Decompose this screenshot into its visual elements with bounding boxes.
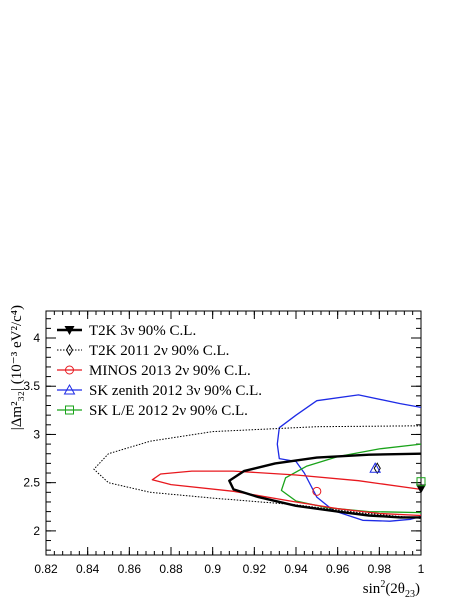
x-tick-label: 0.9 (204, 562, 221, 576)
best-fit-marker (65, 365, 74, 375)
x-tick-label: 0.96 (326, 562, 350, 576)
legend-entry: T2K 3ν 90% C.L. (89, 323, 196, 339)
x-tick-label: 0.98 (368, 562, 392, 576)
x-tick-label: 0.82 (34, 562, 58, 576)
best-fit-marker (369, 462, 382, 473)
plot-frame (45, 310, 422, 556)
axis-ticks: 0.82 0.84 0.86 0.88 0.9 0.92 0.94 0.96 0.98 1 2 2.5… (23, 311, 425, 576)
y-tick-label: 3.5 (23, 379, 40, 393)
contour-curves (93, 394, 421, 522)
best-fit-marker (373, 462, 381, 475)
best-fit-marker (65, 344, 74, 356)
legend-entry: SK zenith 2012 3ν 90% C.L. (89, 383, 262, 399)
contour-line (276, 394, 421, 522)
best-fit-marker (64, 326, 75, 335)
y-tick-label: 3 (33, 427, 40, 441)
x-tick-label: 0.84 (76, 562, 100, 576)
best-fit-marker (312, 486, 322, 496)
legend-entry: MINOS 2013 2ν 90% C.L. (89, 363, 251, 379)
contour-line (228, 452, 421, 519)
x-tick-label: 0.92 (243, 562, 267, 576)
x-tick-label: 0.94 (284, 562, 308, 576)
legend-entry: T2K 2011 2ν 90% C.L. (89, 343, 229, 359)
x-tick-label: 1 (418, 562, 425, 576)
best-fit-marker (416, 477, 426, 487)
best-fit-marker (416, 484, 426, 494)
y-axis-label: |Δm²₃₂| (10⁻³ eV²/c⁴) (9, 305, 25, 430)
best-fit-marker (63, 383, 76, 395)
y-tick-label: 2.5 (23, 476, 40, 490)
y-tick-label: 2 (33, 524, 40, 538)
x-tick-label: 0.86 (118, 562, 142, 576)
x-tick-label: 0.88 (159, 562, 183, 576)
best-fit-markers (312, 462, 426, 496)
contour-line (151, 470, 421, 517)
y-tick-label: 4 (33, 331, 40, 345)
legend: T2K 3ν 90% C.L. T2K 2011 2ν 90% C.L. MINOS… (57, 323, 262, 419)
x-axis-label: sin2(2θ23) (363, 579, 420, 599)
best-fit-marker (65, 405, 74, 415)
legend-entry: SK L/E 2012 2ν 90% C.L. (89, 403, 248, 419)
